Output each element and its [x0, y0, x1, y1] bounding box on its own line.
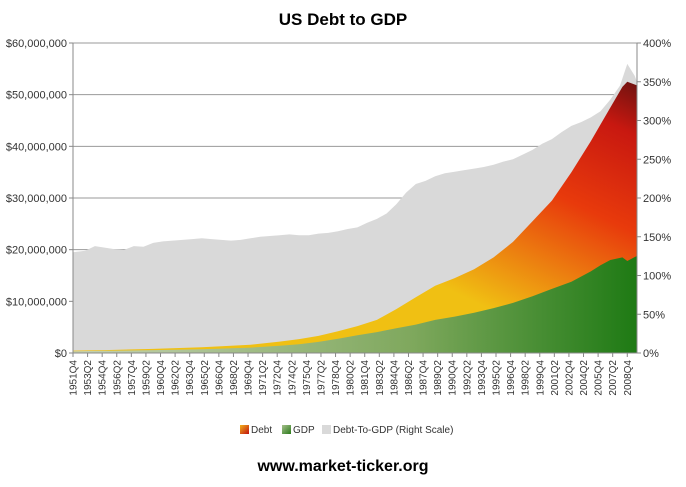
x-tick-label: 1984Q4 — [389, 360, 400, 396]
x-tick-label: 1963Q4 — [185, 360, 196, 396]
legend: Debt GDP Debt-To-GDP (Right Scale) — [240, 425, 453, 436]
x-tick-label: 1986Q2 — [404, 360, 415, 396]
legend-label-debt-to-gdp: Debt-To-GDP (Right Scale) — [333, 425, 453, 436]
x-tick-label: 1968Q2 — [229, 360, 240, 396]
x-tick-label: 1999Q4 — [535, 360, 546, 396]
left-tick-label: $60,000,000 — [6, 38, 67, 50]
right-tick-label: 0% — [643, 348, 659, 360]
x-tick-label: 1962Q2 — [171, 360, 182, 396]
x-tick-label: 1959Q2 — [141, 360, 152, 396]
x-tick-label: 1969Q4 — [244, 360, 255, 396]
area-gdp — [73, 255, 637, 353]
x-tick-label: 1971Q2 — [258, 360, 269, 396]
x-tick-label: 2007Q2 — [608, 360, 619, 396]
x-tick-label: 1960Q4 — [156, 360, 167, 396]
footer-url: www.market-ticker.org — [256, 458, 428, 475]
right-tick-label: 350% — [643, 77, 671, 89]
x-tick-label: 1995Q2 — [492, 360, 503, 396]
x-tick-label: 1972Q4 — [273, 360, 284, 396]
x-tick-label: 1993Q4 — [477, 360, 488, 396]
left-axis-ticks: $0 $10,000,000 $20,000,000 $30,000,000 $40,0… — [6, 38, 73, 360]
legend-swatch-debt-to-gdp — [322, 425, 331, 434]
legend-swatch-gdp — [282, 425, 291, 434]
x-tick-label: 1951Q4 — [69, 360, 80, 396]
x-tick-label: 2002Q4 — [564, 360, 575, 396]
plot-areas — [73, 63, 637, 354]
left-tick-label: $10,000,000 — [6, 296, 67, 308]
x-tick-label: 1983Q2 — [375, 360, 386, 396]
x-tick-label: 1957Q4 — [127, 360, 138, 396]
right-tick-label: 300% — [643, 116, 671, 128]
x-tick-label: 2008Q4 — [623, 360, 634, 396]
x-tick-label: 1977Q2 — [316, 360, 327, 396]
x-tick-label: 1954Q4 — [98, 360, 109, 396]
right-tick-label: 400% — [643, 38, 671, 50]
x-tick-label: 1996Q4 — [506, 360, 517, 396]
left-tick-label: $40,000,000 — [6, 141, 67, 153]
left-tick-label: $0 — [55, 348, 67, 360]
x-axis-ticks: 1951Q4 1953Q2 1954Q4 1956Q2 1957Q4 1959Q2 1960… — [69, 353, 634, 396]
right-tick-label: 200% — [643, 193, 671, 205]
x-tick-label: 2004Q2 — [579, 360, 590, 396]
x-tick-label: 1998Q2 — [521, 360, 532, 396]
x-tick-label: 1975Q4 — [302, 360, 313, 396]
right-axis-ticks: 0% 50% 100% 150% 200% 250% 300% 350% 400% — [637, 38, 671, 360]
legend-label-gdp: GDP — [293, 425, 315, 436]
left-tick-label: $50,000,000 — [6, 90, 67, 102]
x-tick-label: 1992Q2 — [462, 360, 473, 396]
x-tick-label: 1978Q4 — [331, 360, 342, 396]
right-tick-label: 100% — [643, 271, 671, 283]
legend-swatch-debt — [240, 425, 249, 434]
right-tick-label: 150% — [643, 232, 671, 244]
area-debt — [73, 81, 637, 354]
x-tick-label: 1987Q4 — [419, 360, 430, 396]
legend-label-debt: Debt — [251, 425, 272, 436]
x-tick-label: 1966Q4 — [214, 360, 225, 396]
x-tick-label: 1953Q2 — [83, 360, 94, 396]
x-tick-label: 1981Q4 — [360, 360, 371, 396]
x-tick-label: 2005Q4 — [594, 360, 605, 396]
x-tick-label: 1980Q2 — [346, 360, 357, 396]
right-tick-label: 250% — [643, 154, 671, 166]
x-tick-label: 1956Q2 — [112, 360, 123, 396]
right-tick-label: 50% — [643, 309, 665, 321]
left-tick-label: $20,000,000 — [6, 245, 67, 257]
x-tick-label: 1965Q2 — [200, 360, 211, 396]
chart-title: US Debt to GDP — [279, 10, 407, 29]
x-tick-label: 1989Q2 — [433, 360, 444, 396]
left-tick-label: $30,000,000 — [6, 193, 67, 205]
x-tick-label: 1974Q2 — [287, 360, 298, 396]
x-tick-label: 2001Q2 — [550, 360, 561, 396]
x-tick-label: 1990Q4 — [448, 360, 459, 396]
